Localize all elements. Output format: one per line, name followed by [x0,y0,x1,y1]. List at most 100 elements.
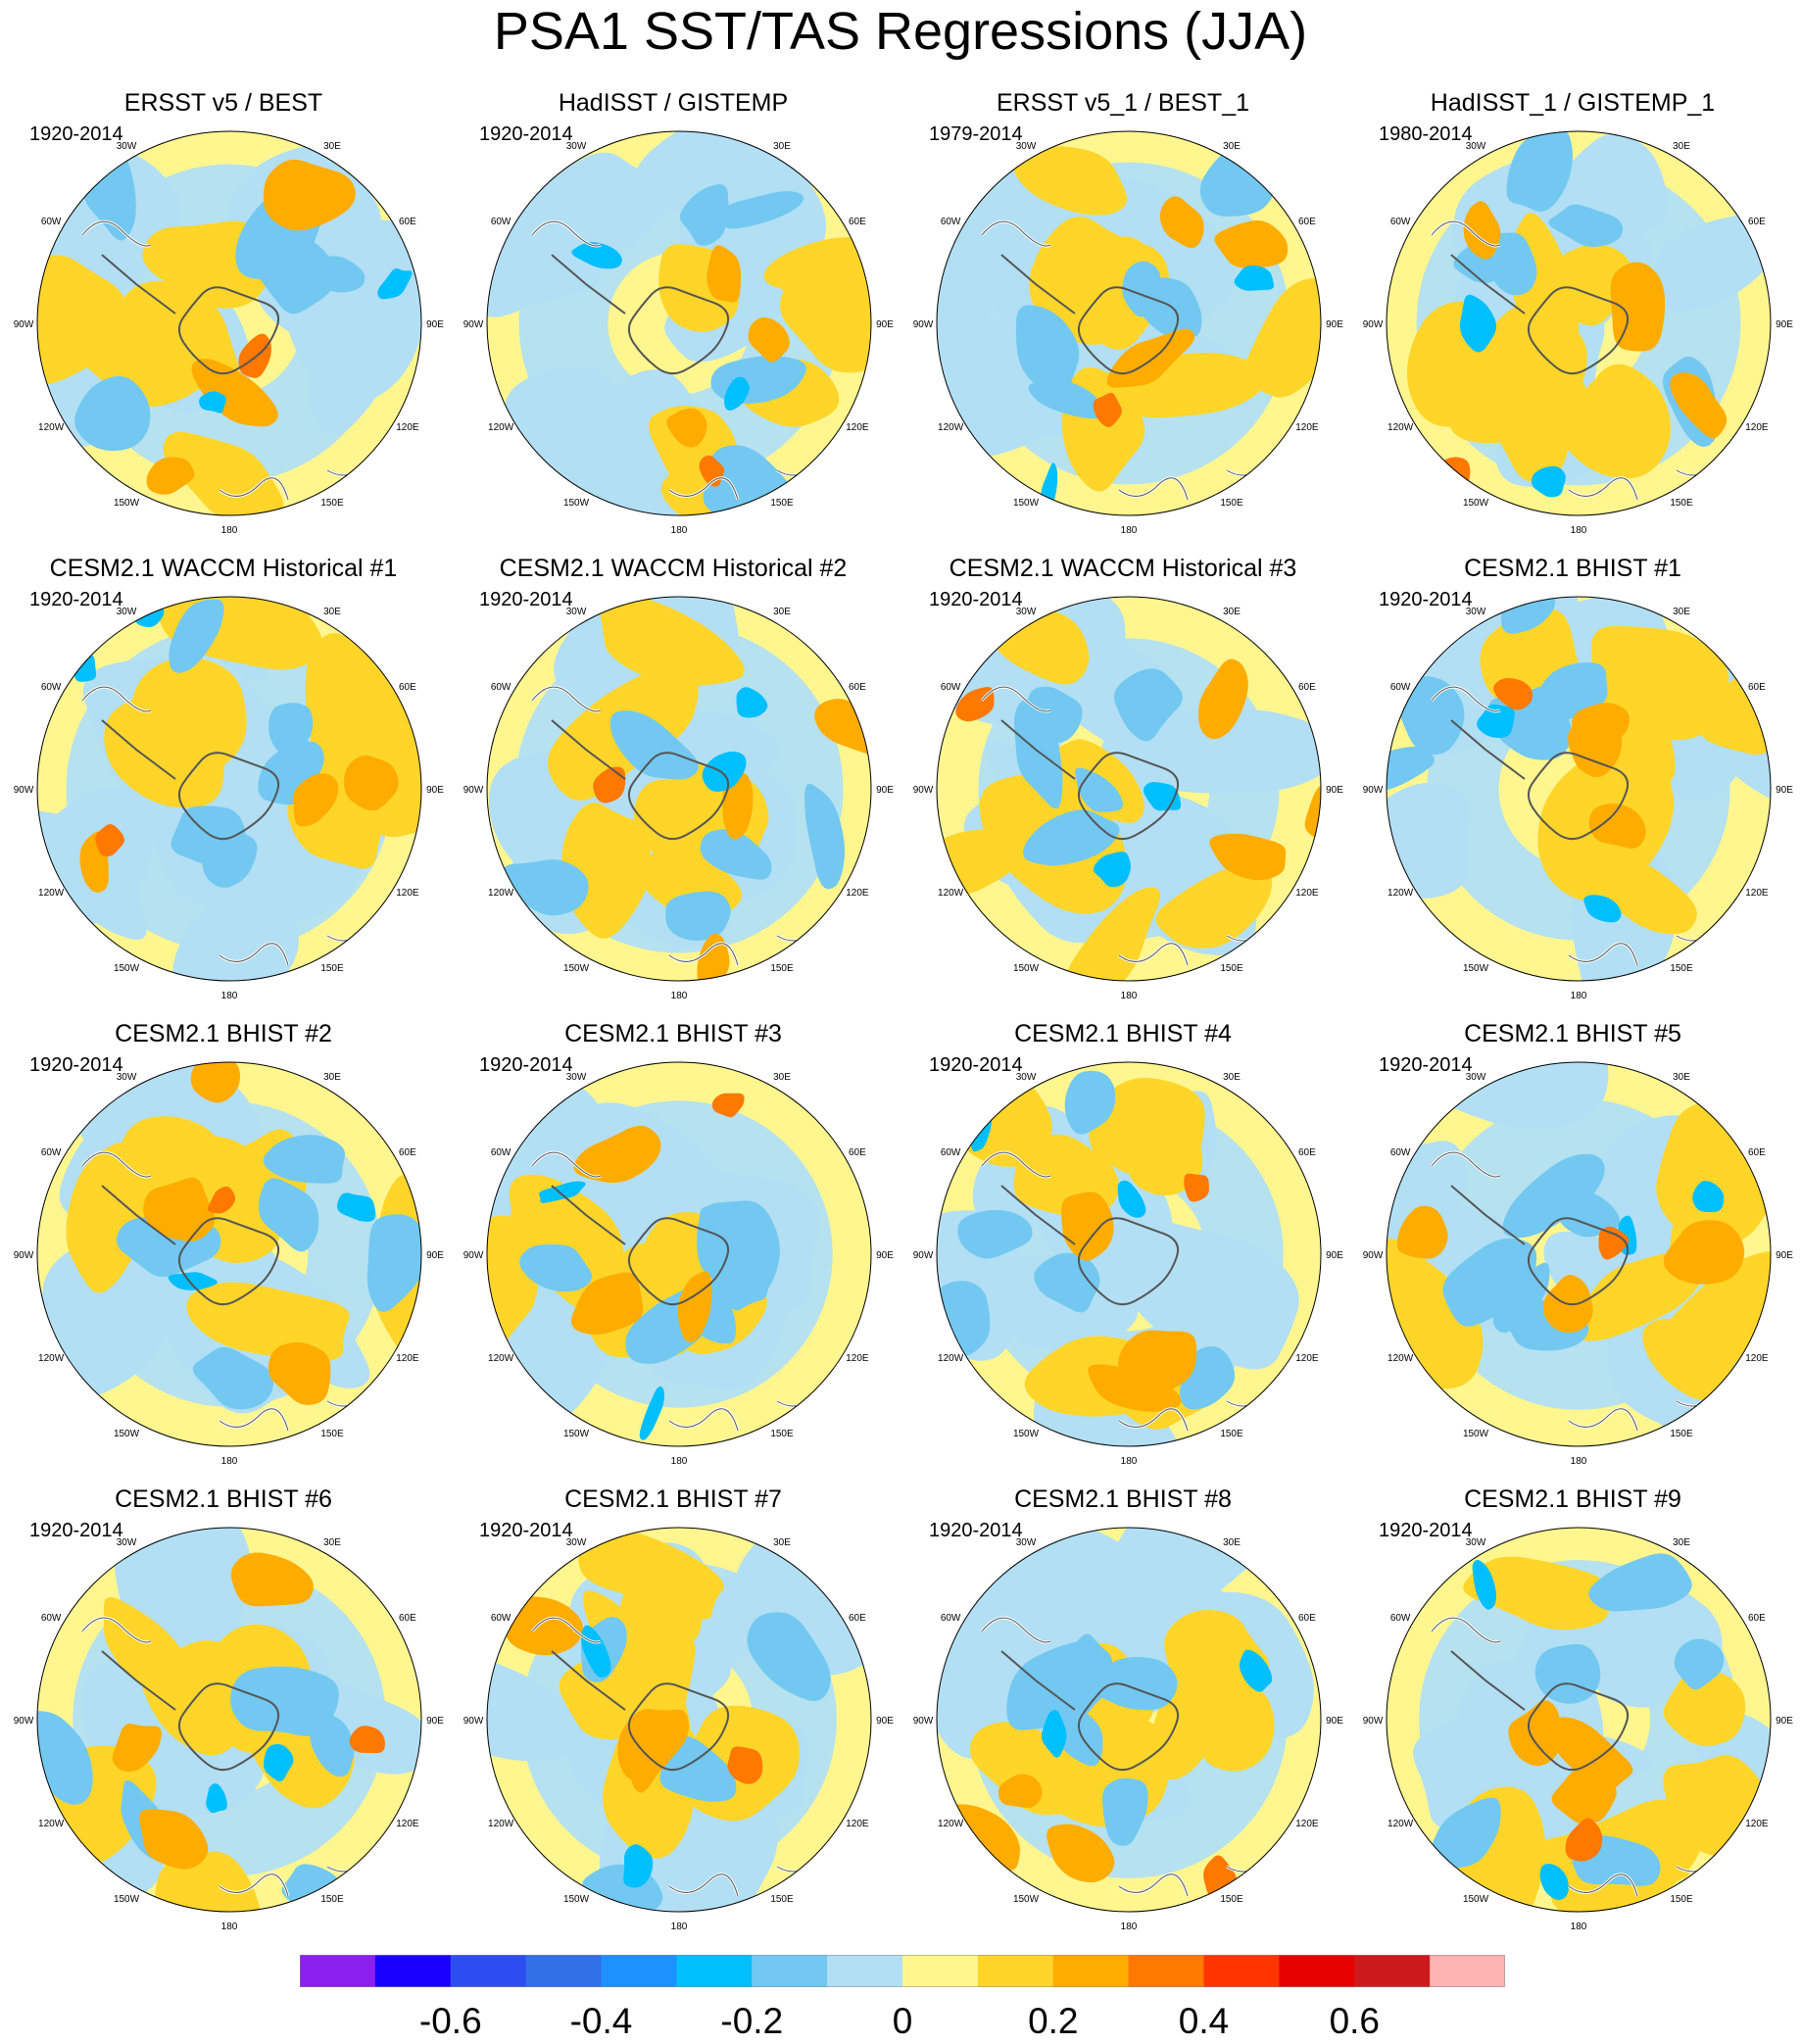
peninsula-coastline [1000,719,1076,780]
polar-map: 0 30E 60E 90E 120E 150E 180 150W 120W 90W 60W 30W [14,123,445,535]
colorbar-swatch [1128,1955,1205,1987]
field-blob [1535,662,1608,720]
field-blob [600,597,745,687]
coastline-edge [1294,176,1321,197]
field-blob [1418,1062,1609,1131]
field-blob [192,1346,274,1410]
map-border [486,1527,872,1913]
field-blob [268,1341,331,1405]
coastline-edge [531,220,602,247]
longitude-label: 60E [399,217,416,227]
coastline-edge [981,686,1051,712]
longitude-label: 150E [1220,1429,1243,1439]
longitude-label: 90W [463,785,484,796]
coastline-edge [1431,1617,1501,1643]
field-blob [186,1282,350,1362]
field-blob [1663,1220,1745,1285]
longitude-label: 90E [1326,319,1343,330]
longitude-label: 150E [1670,963,1693,974]
longitude-label: 90W [14,1250,34,1261]
longitude-label: 120W [938,1353,964,1364]
peninsula-coastline [1450,254,1526,315]
field-blob [309,256,365,293]
longitude-label: 180 [1571,1456,1587,1466]
longitude-label: 90W [1363,1716,1384,1727]
longitude-label: 0 [1126,589,1132,590]
anomaly-field [487,1528,871,1912]
longitude-label: 180 [671,1922,688,1931]
longitude-label: 30E [1223,607,1241,617]
longitude-label: 60W [941,682,961,693]
panel-title: ERSST v5 / BEST [123,89,323,117]
longitude-label: 120W [938,1819,964,1829]
polar-map: 0 30E 60E 90E 120E 150E 180 150W 120W 90W 60W 30W [14,1054,445,1466]
longitude-label: 150E [1670,1894,1693,1905]
longitude-label: 120E [396,422,419,433]
field-blob [937,1281,991,1358]
coastline-edge [1744,1573,1771,1593]
longitude-label: 150E [770,1429,794,1439]
longitude-label: 120E [1295,888,1319,899]
antarctica-coastline [627,752,730,841]
longitude-label: 150E [320,963,344,974]
anomaly-field [937,1528,1321,1912]
colorbar-swatch [676,1955,753,1987]
field-blob [1426,1797,1501,1871]
colorbar-swatch [374,1955,452,1987]
longitude-label: 30W [1016,1537,1037,1548]
field-blob [1571,703,1630,744]
map-panel: CESM2.1 BHIST #8 0 30E 60E 90E 120E 150E 180 150… [900,1484,1346,1945]
map-border [1386,1527,1772,1913]
peninsula-coastline [101,1650,176,1711]
polar-map: 0 30E 60E 90E 120E 150E 180 150W 120W 90W 60W 30W [1363,589,1794,1000]
coastline-edge [395,1107,421,1128]
field-blob [258,1178,319,1252]
map-panel: CESM2.1 BHIST #6 0 30E 60E 90E 120E 150E 180 150… [0,1484,447,1945]
field-blob [263,1135,346,1184]
antarctica-coastline [177,1217,280,1306]
field-blob [1159,196,1204,249]
field-blob [487,1655,603,1762]
longitude-label: 30E [773,141,791,152]
longitude-label: 120E [1745,1353,1769,1364]
field-blob [724,376,750,411]
field-blob [238,333,271,378]
longitude-label: 90W [14,785,34,796]
field-blob [1093,852,1131,888]
longitude-label: 60E [399,682,416,693]
coastline-edge [219,1874,289,1897]
field-blob [736,687,768,718]
field-blob [706,245,742,303]
polar-map: 0 30E 60E 90E 120E 150E 180 150W 120W 90W 60W 30W [913,1520,1344,1931]
longitude-label: 120W [488,1819,514,1829]
longitude-label: 90W [463,1716,484,1727]
longitude-label: 150W [1463,963,1489,974]
longitude-label: 120W [938,888,964,899]
longitude-label: 120W [488,422,514,433]
field-blob [1437,457,1471,487]
longitude-label: 120E [1745,888,1769,899]
field-blob [814,699,871,758]
anomaly-field [1387,1062,1771,1446]
coastline-edge [1744,642,1771,662]
colorbar-tick-label: -0.2 [720,2001,783,2041]
field-blob [666,408,707,448]
field-blob [366,1214,421,1312]
panel-title: CESM2.1 BHIST #5 [1464,1020,1681,1047]
panel-years: 1979-2014 [929,123,1023,145]
colorbar-tick-label: 0.4 [1179,2001,1229,2041]
field-blob [969,1722,1099,1816]
panel-title: CESM2.1 BHIST #6 [115,1485,332,1513]
longitude-label: 60W [1390,682,1411,693]
peninsula-coastline [551,1650,626,1711]
coastline-edge [219,943,289,966]
longitude-label: 60E [1298,217,1316,227]
field-blob [1197,658,1248,740]
field-blob [1565,1818,1603,1862]
panel-years: 1920-2014 [29,589,123,610]
map-panel: CESM2.1 WACCM Historical #1 0 30E 60E 90E 120… [0,554,447,1014]
longitude-label: 180 [221,991,238,1000]
coastline-edge [981,220,1051,247]
coastline-edge [1431,686,1501,712]
longitude-label: 90E [426,785,444,796]
